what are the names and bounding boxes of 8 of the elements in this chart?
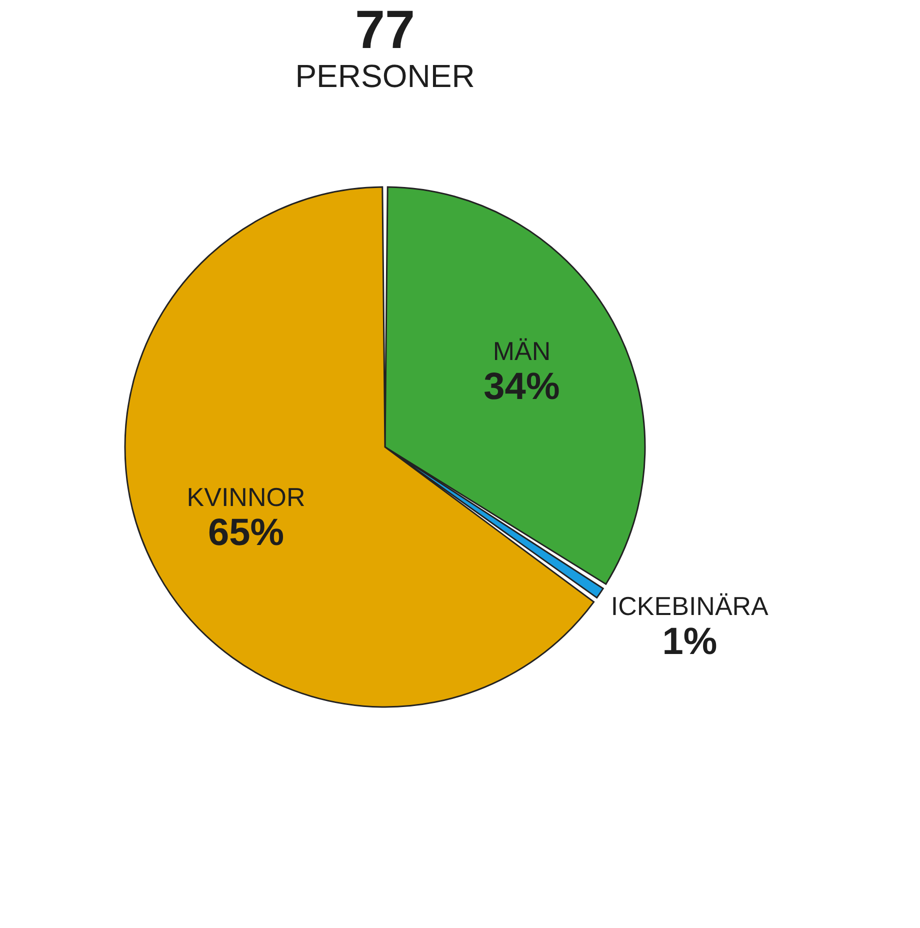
chart-subtitle: PERSONER: [295, 58, 475, 94]
slice-label: MÄN: [492, 336, 551, 366]
slice-label: KVINNOR: [186, 482, 306, 512]
slice-label: ICKEBINÄRA: [610, 590, 770, 621]
data-label: 1%: [662, 620, 718, 663]
chart-title: 77: [354, 0, 416, 60]
data-label: 65%: [208, 512, 284, 554]
data-label: 34%: [484, 366, 560, 408]
